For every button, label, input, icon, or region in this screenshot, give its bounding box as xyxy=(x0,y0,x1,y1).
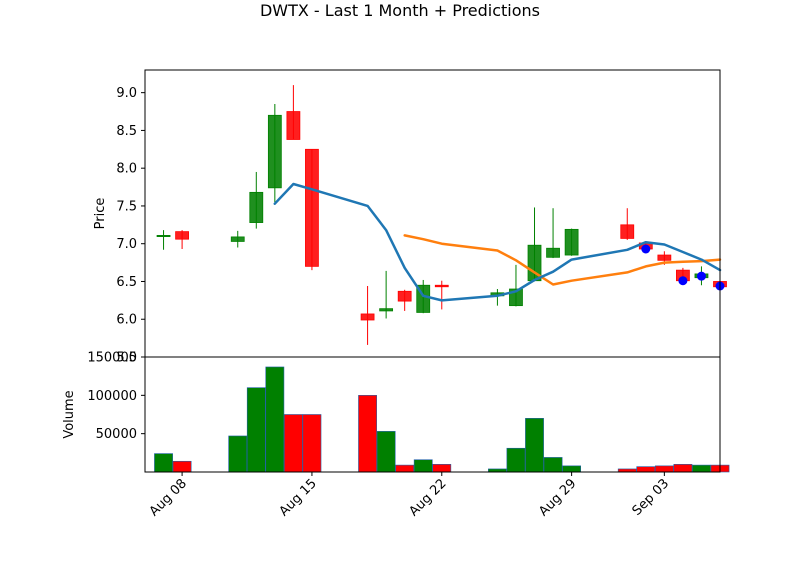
volume-bar xyxy=(358,395,377,473)
candle-body xyxy=(620,224,635,239)
volume-bar xyxy=(283,414,303,473)
volume-bar xyxy=(543,457,563,473)
candle-body xyxy=(286,111,301,140)
volume-bar xyxy=(172,460,192,473)
candle-body xyxy=(397,290,412,302)
price-panel: 5.5 6.0 6.5 7.0 7.5 8.0 8.5 9.0 Price xyxy=(93,69,727,366)
y-tick-label: 8.5 xyxy=(116,124,137,139)
candle-body xyxy=(434,284,449,288)
candle-body xyxy=(230,236,245,242)
volume-bar xyxy=(692,464,711,473)
y-tick-label: 7.0 xyxy=(116,237,137,252)
candle xyxy=(620,208,635,240)
volume-bar xyxy=(376,431,396,473)
candle-body xyxy=(657,254,672,261)
y-tick-label: 6.5 xyxy=(116,275,137,290)
volume-bars xyxy=(154,366,730,473)
candle xyxy=(397,289,412,311)
volume-bar xyxy=(395,464,415,473)
y-tick-label: 7.5 xyxy=(116,199,137,214)
price-candles xyxy=(156,85,727,345)
candle xyxy=(305,148,319,271)
prediction-point xyxy=(678,276,688,286)
candle xyxy=(175,230,189,249)
y-tick-label: 6.0 xyxy=(116,313,137,328)
chart-title: DWTX - Last 1 Month + Predictions xyxy=(260,1,540,20)
ma-long-line xyxy=(403,234,722,286)
volume-bar xyxy=(654,465,674,473)
candle-body xyxy=(175,231,189,240)
volume-axis-label: Volume xyxy=(62,390,77,438)
volume-bar xyxy=(562,465,582,473)
y-tick-label: 100000 xyxy=(87,389,137,404)
volume-y-ticks: 50000 100000 150000 xyxy=(87,351,145,442)
candle-body xyxy=(379,308,394,312)
volume-bar xyxy=(302,414,322,473)
volume-bar xyxy=(154,453,173,473)
candle-body xyxy=(156,235,171,238)
candle xyxy=(156,230,171,250)
y-tick-label: 5.5 xyxy=(116,351,137,366)
candle xyxy=(286,85,301,140)
volume-bar xyxy=(246,387,266,473)
candle xyxy=(360,286,375,345)
candle-body xyxy=(564,228,579,256)
volume-bar xyxy=(413,459,433,473)
candle-body xyxy=(267,114,282,189)
y-tick-label: 9.0 xyxy=(116,86,137,101)
prediction-point xyxy=(696,271,706,281)
volume-bar xyxy=(525,418,544,473)
candle-body xyxy=(360,313,375,321)
candle xyxy=(546,208,560,259)
volume-bar xyxy=(228,435,248,473)
candle xyxy=(249,171,264,229)
candle xyxy=(379,270,394,319)
volume-bar xyxy=(432,464,452,473)
volume-bar xyxy=(673,464,693,473)
moving-average-lines xyxy=(273,182,722,302)
ma-short-line xyxy=(273,182,722,302)
candle xyxy=(267,103,282,203)
y-tick-label: 50000 xyxy=(96,427,137,442)
volume-panel: 50000 100000 150000 Volume xyxy=(62,351,730,473)
candle-body xyxy=(546,247,560,258)
candle xyxy=(230,230,245,248)
y-tick-label: 150000 xyxy=(87,351,137,366)
volume-bar xyxy=(265,366,285,473)
price-y-ticks: 5.5 6.0 6.5 7.0 7.5 8.0 8.5 9.0 xyxy=(116,86,145,366)
prediction-point xyxy=(641,244,651,254)
volume-axes-frame xyxy=(144,356,721,473)
price-axis-label: Price xyxy=(93,198,108,230)
volume-bar xyxy=(506,447,526,473)
candle-body xyxy=(249,191,264,223)
y-tick-label: 8.0 xyxy=(116,162,137,177)
candle xyxy=(564,228,579,256)
candle xyxy=(434,280,449,310)
candle-body xyxy=(305,148,319,267)
volume-bar xyxy=(636,466,656,473)
